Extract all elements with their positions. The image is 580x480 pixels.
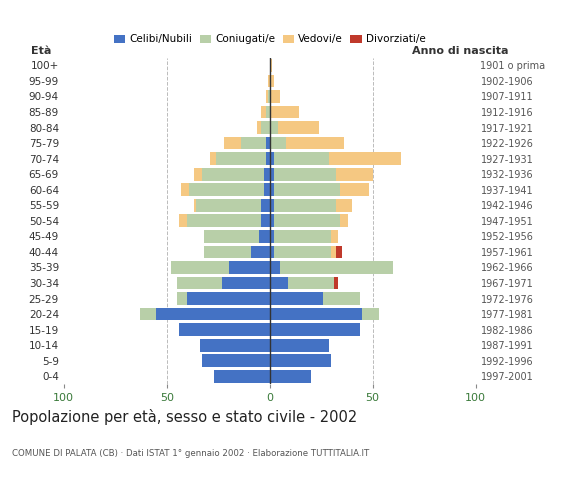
Bar bbox=[194, 199, 195, 212]
Bar bbox=[229, 261, 270, 274]
Bar bbox=[331, 230, 338, 243]
Bar bbox=[274, 230, 331, 243]
Bar bbox=[270, 121, 278, 134]
Bar bbox=[187, 292, 270, 305]
Bar bbox=[340, 215, 348, 227]
Bar bbox=[262, 106, 266, 119]
Bar bbox=[362, 308, 379, 321]
Text: Popolazione per età, sesso e stato civile - 2002: Popolazione per età, sesso e stato civil… bbox=[12, 409, 357, 425]
Bar bbox=[336, 199, 352, 212]
Bar bbox=[210, 152, 216, 165]
Bar bbox=[270, 230, 274, 243]
Bar bbox=[270, 354, 331, 367]
Bar bbox=[270, 215, 274, 227]
Bar bbox=[270, 245, 274, 258]
Bar bbox=[187, 215, 262, 227]
Bar bbox=[270, 137, 286, 149]
Bar bbox=[270, 199, 274, 212]
Bar bbox=[274, 215, 340, 227]
Bar bbox=[336, 245, 342, 258]
Bar bbox=[179, 215, 187, 227]
Bar bbox=[214, 370, 270, 383]
Bar bbox=[267, 90, 270, 103]
Bar bbox=[323, 292, 360, 305]
Bar bbox=[270, 308, 362, 321]
Bar bbox=[140, 308, 157, 321]
Bar bbox=[200, 339, 270, 351]
Bar bbox=[336, 168, 372, 180]
Bar bbox=[259, 230, 270, 243]
Bar bbox=[270, 90, 280, 103]
Bar bbox=[270, 183, 274, 196]
Bar bbox=[202, 168, 263, 180]
Bar bbox=[270, 168, 274, 180]
Bar bbox=[181, 183, 190, 196]
Bar bbox=[266, 106, 270, 119]
Bar bbox=[274, 199, 336, 212]
Bar bbox=[278, 121, 319, 134]
Bar bbox=[270, 152, 274, 165]
Bar bbox=[331, 245, 336, 258]
Bar bbox=[202, 354, 270, 367]
Bar bbox=[195, 199, 262, 212]
Bar bbox=[216, 152, 266, 165]
Bar bbox=[270, 59, 272, 72]
Bar bbox=[157, 308, 270, 321]
Bar bbox=[288, 276, 333, 289]
Bar bbox=[263, 183, 270, 196]
Bar bbox=[258, 121, 262, 134]
Bar bbox=[179, 323, 270, 336]
Bar bbox=[194, 168, 202, 180]
Bar bbox=[274, 245, 331, 258]
Bar bbox=[270, 323, 360, 336]
Bar bbox=[266, 137, 270, 149]
Bar bbox=[270, 292, 323, 305]
Bar bbox=[270, 74, 274, 87]
Bar bbox=[262, 121, 270, 134]
Bar bbox=[274, 152, 329, 165]
Bar bbox=[171, 261, 229, 274]
Bar bbox=[241, 137, 266, 149]
Bar bbox=[190, 183, 263, 196]
Bar bbox=[204, 230, 259, 243]
Text: COMUNE DI PALATA (CB) · Dati ISTAT 1° gennaio 2002 · Elaborazione TUTTITALIA.IT: COMUNE DI PALATA (CB) · Dati ISTAT 1° ge… bbox=[12, 449, 369, 458]
Bar bbox=[270, 339, 329, 351]
Bar bbox=[270, 370, 311, 383]
Text: Età: Età bbox=[31, 46, 51, 56]
Bar bbox=[263, 168, 270, 180]
Bar bbox=[270, 106, 299, 119]
Bar bbox=[274, 183, 340, 196]
Bar bbox=[266, 152, 270, 165]
Bar bbox=[251, 245, 270, 258]
Bar bbox=[267, 74, 270, 87]
Bar bbox=[177, 292, 187, 305]
Bar bbox=[266, 90, 267, 103]
Bar bbox=[270, 276, 288, 289]
Bar bbox=[177, 276, 222, 289]
Bar bbox=[262, 199, 270, 212]
Bar bbox=[286, 137, 344, 149]
Bar bbox=[329, 152, 401, 165]
Bar bbox=[274, 168, 336, 180]
Bar bbox=[334, 276, 338, 289]
Bar bbox=[222, 276, 270, 289]
Legend: Celibi/Nubili, Coniugati/e, Vedovi/e, Divorziati/e: Celibi/Nubili, Coniugati/e, Vedovi/e, Di… bbox=[110, 30, 430, 48]
Bar bbox=[270, 261, 280, 274]
Text: Anno di nascita: Anno di nascita bbox=[412, 46, 509, 56]
Bar bbox=[340, 183, 368, 196]
Bar bbox=[224, 137, 241, 149]
Bar bbox=[204, 245, 251, 258]
Bar bbox=[262, 215, 270, 227]
Bar bbox=[280, 261, 393, 274]
